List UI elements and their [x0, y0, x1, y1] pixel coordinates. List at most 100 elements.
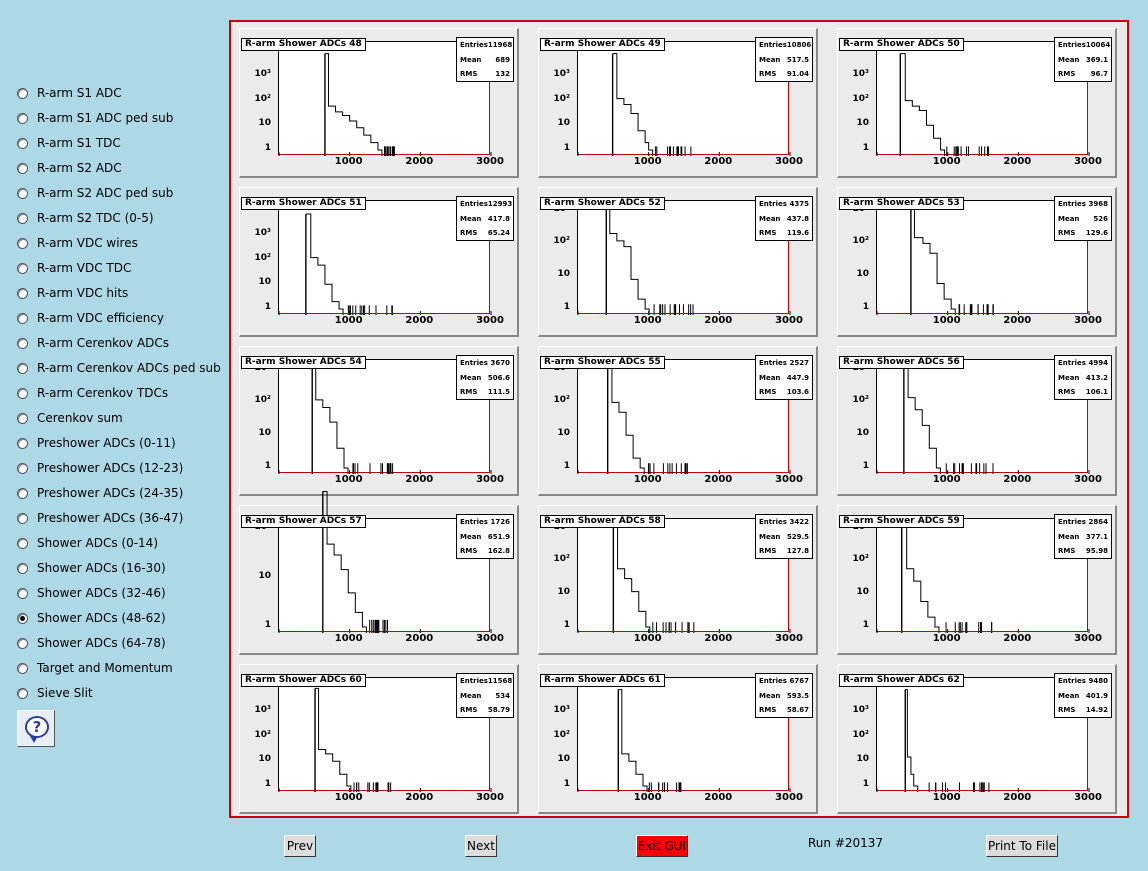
menu-item[interactable]: R-arm VDC wires: [17, 233, 138, 253]
menu-item[interactable]: Cerenkov sum: [17, 408, 123, 428]
radio-button[interactable]: [17, 487, 28, 499]
radio-button[interactable]: [17, 462, 28, 474]
radio-button[interactable]: [17, 587, 28, 599]
histogram-pad[interactable]: R-arm Shower ADCs 57 Entries 1726 Mean 651.9…: [239, 490, 519, 655]
menu-item[interactable]: R-arm VDC TDC: [17, 258, 131, 278]
radio-button[interactable]: [17, 612, 28, 624]
stats-label: RMS: [759, 70, 777, 79]
stats-value: 6767: [789, 677, 809, 686]
prev-button[interactable]: Prev: [284, 835, 316, 857]
y-tick-label: 10: [258, 428, 271, 439]
histogram-pad[interactable]: R-arm Shower ADCs 59 Entries 2864 Mean 377.1…: [837, 505, 1117, 655]
stats-row-rms: RMS 91.04: [756, 67, 812, 82]
histogram-pad[interactable]: R-arm Shower ADCs 51 Entries 12993 Mean 417.…: [239, 187, 519, 337]
y-tick-label: 10: [557, 118, 570, 129]
stats-row-mean: Mean 369.1: [1055, 53, 1111, 68]
menu-item[interactable]: Shower ADCs (32-46): [17, 583, 166, 603]
radio-button[interactable]: [17, 237, 28, 249]
menu-item[interactable]: R-arm S1 TDC: [17, 133, 121, 153]
y-tick-label: 1: [563, 302, 570, 312]
histogram-pad[interactable]: R-arm Shower ADCs 62 Entries 9480 Mean 401.9…: [837, 664, 1117, 814]
menu-item[interactable]: Shower ADCs (16-30): [17, 558, 166, 578]
radio-button[interactable]: [17, 637, 28, 649]
radio-button[interactable]: [17, 162, 28, 174]
radio-button[interactable]: [17, 262, 28, 274]
radio-button[interactable]: [17, 337, 28, 349]
menu-item-label: Shower ADCs (16-30): [37, 561, 166, 575]
x-tick-label: 3000: [476, 792, 504, 803]
menu-item[interactable]: Shower ADCs (64-78): [17, 633, 166, 653]
radio-button[interactable]: [17, 87, 28, 99]
histogram-pad[interactable]: R-arm Shower ADCs 60 Entries 11568 Mean 534 R…: [239, 664, 519, 814]
menu-item[interactable]: Shower ADCs (48-62): [17, 608, 166, 628]
menu-item[interactable]: R-arm Cerenkov ADCs ped sub: [17, 358, 221, 378]
radio-button[interactable]: [17, 662, 28, 674]
histogram-pad[interactable]: R-arm Shower ADCs 48 Entries 11968 Mean 689 R…: [239, 28, 519, 178]
menu-item[interactable]: Target and Momentum: [17, 658, 173, 678]
stats-label: RMS: [759, 706, 777, 715]
radio-button[interactable]: [17, 537, 28, 549]
help-button[interactable]: ?: [17, 710, 55, 747]
histogram-frame: [278, 359, 492, 474]
radio-button[interactable]: [17, 212, 28, 224]
menu-item[interactable]: Preshower ADCs (36-47): [17, 508, 183, 528]
histogram-plot: [876, 689, 1090, 792]
stats-value: 3968: [1088, 200, 1108, 209]
stats-value: 129.6: [1085, 229, 1108, 238]
stats-row-mean: Mean 437.8: [756, 212, 812, 227]
menu-item[interactable]: R-arm Cerenkov TDCs: [17, 383, 168, 403]
histogram-pad[interactable]: R-arm Shower ADCs 61 Entries 6767 Mean 593.5…: [538, 664, 818, 814]
radio-button[interactable]: [17, 137, 28, 149]
y-tick-label: 10³: [553, 704, 570, 715]
menu-item[interactable]: R-arm S2 ADC: [17, 158, 122, 178]
histogram-pad[interactable]: R-arm Shower ADCs 56 Entries 4994 Mean 413.2…: [837, 346, 1117, 496]
radio-button[interactable]: [17, 412, 28, 424]
radio-button[interactable]: [17, 562, 28, 574]
exit-gui-button[interactable]: Exit GUI: [636, 835, 688, 857]
histogram-pad[interactable]: R-arm Shower ADCs 49 Entries 10806 Mean 517.…: [538, 28, 818, 178]
radio-button[interactable]: [17, 187, 28, 199]
radio-button[interactable]: [17, 362, 28, 374]
menu-item[interactable]: Sieve Slit: [17, 683, 93, 703]
y-tick-label: 10: [258, 277, 271, 288]
radio-button[interactable]: [17, 112, 28, 124]
menu-item[interactable]: Preshower ADCs (12-23): [17, 458, 183, 478]
radio-button[interactable]: [17, 287, 28, 299]
x-tick-label: 1000: [633, 156, 662, 167]
radio-button[interactable]: [17, 512, 28, 524]
menu-item[interactable]: Preshower ADCs (0-11): [17, 433, 176, 453]
menu-item[interactable]: R-arm VDC hits: [17, 283, 128, 303]
histogram-pad[interactable]: R-arm Shower ADCs 52 Entries 4375 Mean 437.8…: [538, 187, 818, 337]
menu-item[interactable]: R-arm S1 ADC ped sub: [17, 108, 173, 128]
histogram-series: [606, 201, 650, 315]
stats-value: 119.6: [786, 229, 809, 238]
y-tick-label: 10²: [553, 395, 570, 406]
radio-button[interactable]: [17, 437, 28, 449]
histogram-pad[interactable]: R-arm Shower ADCs 53 Entries 3968 Mean 526 RM…: [837, 187, 1117, 337]
stats-value: 517.5: [786, 55, 809, 64]
next-button[interactable]: Next: [465, 835, 497, 857]
print-to-file-button[interactable]: Print To File: [986, 835, 1058, 857]
histogram-pad[interactable]: R-arm Shower ADCs 54 Entries 3670 Mean 506.6…: [239, 346, 519, 496]
stats-value: 417.8: [487, 214, 510, 223]
menu-item[interactable]: R-arm S1 ADC: [17, 83, 122, 103]
radio-button[interactable]: [17, 312, 28, 324]
menu-item[interactable]: R-arm S2 ADC ped sub: [17, 183, 173, 203]
menu-item[interactable]: R-arm VDC efficiency: [17, 308, 164, 328]
x-tick-label: 1000: [334, 156, 363, 167]
histogram-pad[interactable]: R-arm Shower ADCs 50 Entries 10064 Mean 369.…: [837, 28, 1117, 178]
stats-value: 593.5: [786, 691, 809, 700]
menu-item[interactable]: Shower ADCs (0-14): [17, 533, 158, 553]
histogram-pad[interactable]: R-arm Shower ADCs 58 Entries 3422 Mean 529.5…: [538, 505, 818, 655]
histogram-frame: [278, 200, 492, 315]
menu-item[interactable]: Preshower ADCs (24-35): [17, 483, 183, 503]
menu-item[interactable]: R-arm Cerenkov ADCs: [17, 333, 169, 353]
menu-item[interactable]: R-arm S2 TDC (0-5): [17, 208, 154, 228]
radio-button[interactable]: [17, 687, 28, 699]
radio-button[interactable]: [17, 387, 28, 399]
stats-row-entries: Entries 3670: [457, 356, 513, 371]
x-tick-label: 3000: [775, 156, 803, 167]
histogram-pad[interactable]: R-arm Shower ADCs 55 Entries 2527 Mean 447.9…: [538, 346, 818, 496]
stats-row-rms: RMS 111.5: [457, 385, 513, 400]
y-tick-label: 10³: [254, 227, 271, 238]
